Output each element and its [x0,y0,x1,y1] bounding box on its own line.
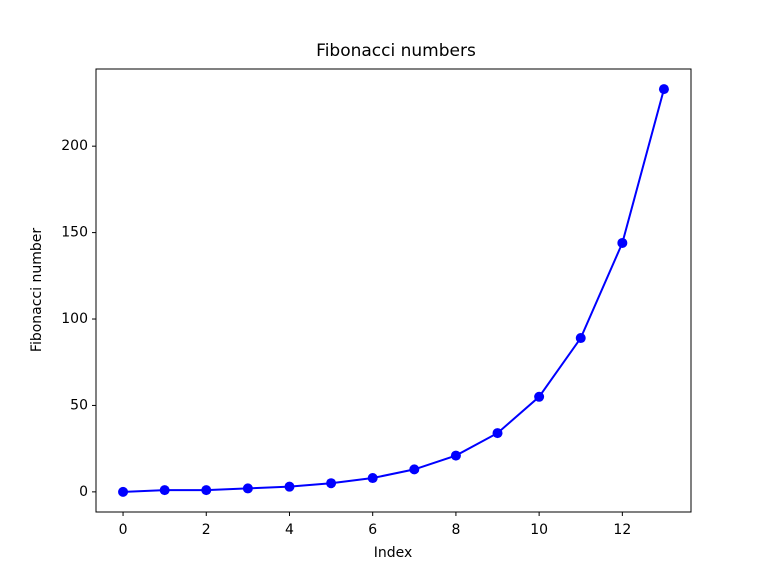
data-point [159,485,170,496]
data-point [450,450,461,461]
data-line [123,88,665,493]
y-tick-label: 100 [61,311,88,327]
data-point [242,483,253,494]
chart-title: Fibonacci numbers [316,41,476,61]
x-tick-label: 0 [119,522,128,538]
data-point [617,237,628,248]
y-tick-label: 0 [79,484,88,500]
y-tick-label: 50 [70,397,88,413]
data-point [201,485,212,496]
x-tick-label: 10 [530,522,548,538]
data-point [534,391,545,402]
y-tick-label: 200 [61,138,88,154]
data-point [284,481,295,492]
data-point [658,84,669,95]
data-point [575,333,586,344]
y-tick-label: 150 [61,225,88,241]
plot-frame [95,68,692,513]
data-point [367,473,378,484]
data-point [409,464,420,475]
y-axis-label: Fibonacci number [29,228,45,352]
data-point [326,478,337,489]
data-point [118,486,129,497]
x-tick-label: 4 [285,522,294,538]
data-point [492,428,503,439]
x-tick-label: 12 [613,522,631,538]
x-tick-label: 6 [368,522,377,538]
x-tick-label: 2 [202,522,211,538]
x-tick-label: 8 [451,522,460,538]
x-axis-label: Index [374,545,413,561]
